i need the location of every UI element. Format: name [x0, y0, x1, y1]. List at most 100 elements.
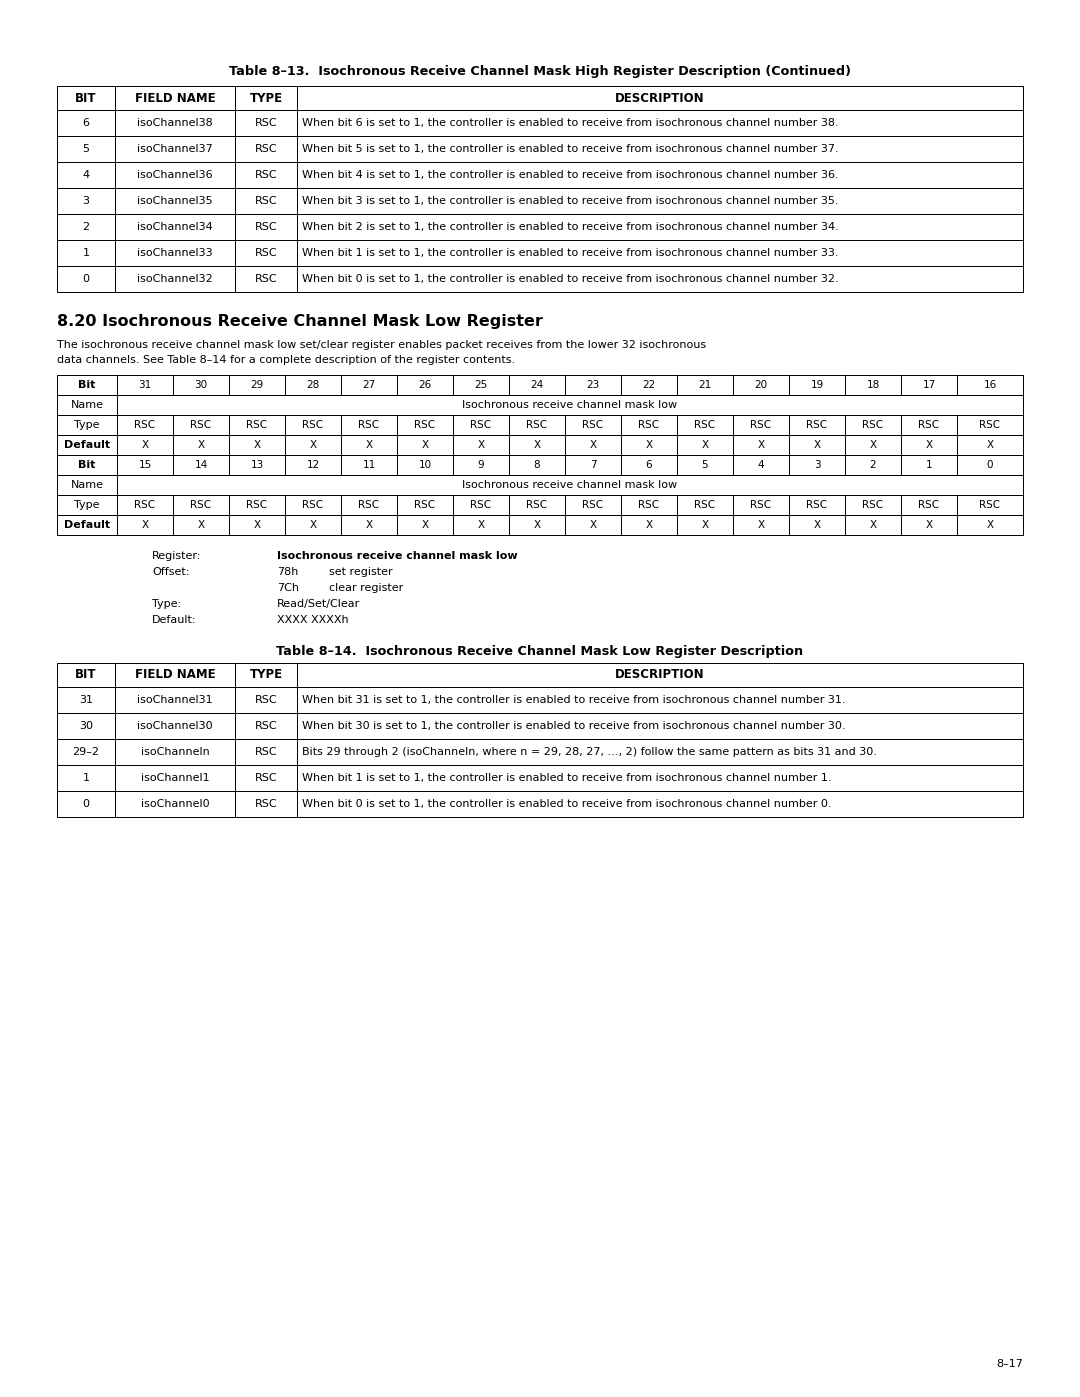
Text: X: X [757, 440, 765, 450]
Text: RSC: RSC [255, 274, 278, 284]
Text: RSC: RSC [980, 420, 1000, 430]
Bar [114, 687, 235, 712]
Bar [957, 434, 1023, 455]
Text: isoChannel37: isoChannel37 [137, 144, 213, 154]
Text: RSC: RSC [582, 500, 604, 510]
Bar [901, 374, 957, 395]
Bar [733, 374, 789, 395]
Bar [57, 687, 114, 712]
Text: RSC: RSC [134, 500, 156, 510]
Bar [235, 712, 297, 739]
Bar [297, 110, 1023, 136]
Bar [453, 415, 509, 434]
Bar [621, 455, 677, 475]
Bar [453, 434, 509, 455]
Text: Default: Default [64, 520, 110, 529]
Bar [229, 415, 285, 434]
Text: 31: 31 [138, 380, 151, 390]
Bar [845, 434, 901, 455]
Text: 2: 2 [869, 460, 876, 469]
Bar [57, 415, 117, 434]
Bar [621, 495, 677, 515]
Text: X: X [986, 440, 994, 450]
Bar [297, 240, 1023, 265]
Text: RSC: RSC [359, 420, 379, 430]
Bar [733, 515, 789, 535]
Text: Table 8–13.  Isochronous Receive Channel Mask High Register Description (Continu: Table 8–13. Isochronous Receive Channel … [229, 66, 851, 78]
Text: X: X [254, 520, 260, 529]
Text: X: X [141, 440, 149, 450]
Bar [397, 455, 453, 475]
Text: RSC: RSC [751, 500, 771, 510]
Text: X: X [198, 520, 204, 529]
Bar [57, 214, 114, 240]
Bar [453, 374, 509, 395]
Bar [341, 434, 397, 455]
Bar [789, 515, 845, 535]
Text: X: X [701, 520, 708, 529]
Text: X: X [310, 520, 316, 529]
Bar [957, 374, 1023, 395]
Bar [677, 455, 733, 475]
Bar [114, 162, 235, 189]
Text: RSC: RSC [694, 500, 716, 510]
Text: 6: 6 [82, 117, 90, 129]
Text: RSC: RSC [255, 799, 278, 809]
Text: Isochronous receive channel mask low: Isochronous receive channel mask low [462, 400, 677, 409]
Bar [173, 515, 229, 535]
Bar [509, 415, 565, 434]
Bar [229, 495, 285, 515]
Text: Name: Name [70, 400, 104, 409]
Text: TYPE: TYPE [249, 669, 283, 682]
Text: 6: 6 [646, 460, 652, 469]
Text: RSC: RSC [302, 420, 324, 430]
Bar [114, 265, 235, 292]
Text: 2: 2 [82, 222, 90, 232]
Bar [297, 712, 1023, 739]
Text: 7: 7 [590, 460, 596, 469]
Text: X: X [421, 440, 429, 450]
Text: 1: 1 [82, 773, 90, 782]
Text: 10: 10 [418, 460, 432, 469]
Bar [845, 515, 901, 535]
Bar [297, 766, 1023, 791]
Text: RSC: RSC [638, 500, 660, 510]
Text: RSC: RSC [751, 420, 771, 430]
Text: RSC: RSC [918, 420, 940, 430]
Bar [114, 214, 235, 240]
Text: RSC: RSC [918, 500, 940, 510]
Text: isoChannel34: isoChannel34 [137, 222, 213, 232]
Text: RSC: RSC [255, 222, 278, 232]
Text: When bit 4 is set to 1, the controller is enabled to receive from isochronous ch: When bit 4 is set to 1, the controller i… [302, 170, 839, 180]
Text: RSC: RSC [246, 500, 268, 510]
Bar [117, 434, 173, 455]
Text: X: X [365, 520, 373, 529]
Text: RSC: RSC [694, 420, 716, 430]
Text: 1: 1 [926, 460, 932, 469]
Bar [285, 515, 341, 535]
Text: 8–17: 8–17 [996, 1359, 1023, 1369]
Text: Isochronous receive channel mask low: Isochronous receive channel mask low [276, 550, 517, 562]
Text: X: X [477, 520, 485, 529]
Text: When bit 2 is set to 1, the controller is enabled to receive from isochronous ch: When bit 2 is set to 1, the controller i… [302, 222, 839, 232]
Bar [173, 495, 229, 515]
Bar [57, 395, 117, 415]
Bar [235, 739, 297, 766]
Text: 31: 31 [79, 694, 93, 705]
Bar [901, 415, 957, 434]
Bar [453, 515, 509, 535]
Text: RSC: RSC [980, 500, 1000, 510]
Bar [397, 434, 453, 455]
Bar [509, 434, 565, 455]
Text: 8: 8 [534, 460, 540, 469]
Text: X: X [926, 520, 932, 529]
Bar [57, 515, 117, 535]
Text: X: X [421, 520, 429, 529]
Bar [173, 415, 229, 434]
Text: clear register: clear register [329, 583, 403, 592]
Bar [733, 495, 789, 515]
Text: When bit 0 is set to 1, the controller is enabled to receive from isochronous ch: When bit 0 is set to 1, the controller i… [302, 799, 832, 809]
Bar [229, 515, 285, 535]
Text: 5: 5 [82, 144, 90, 154]
Text: FIELD NAME: FIELD NAME [135, 91, 215, 105]
